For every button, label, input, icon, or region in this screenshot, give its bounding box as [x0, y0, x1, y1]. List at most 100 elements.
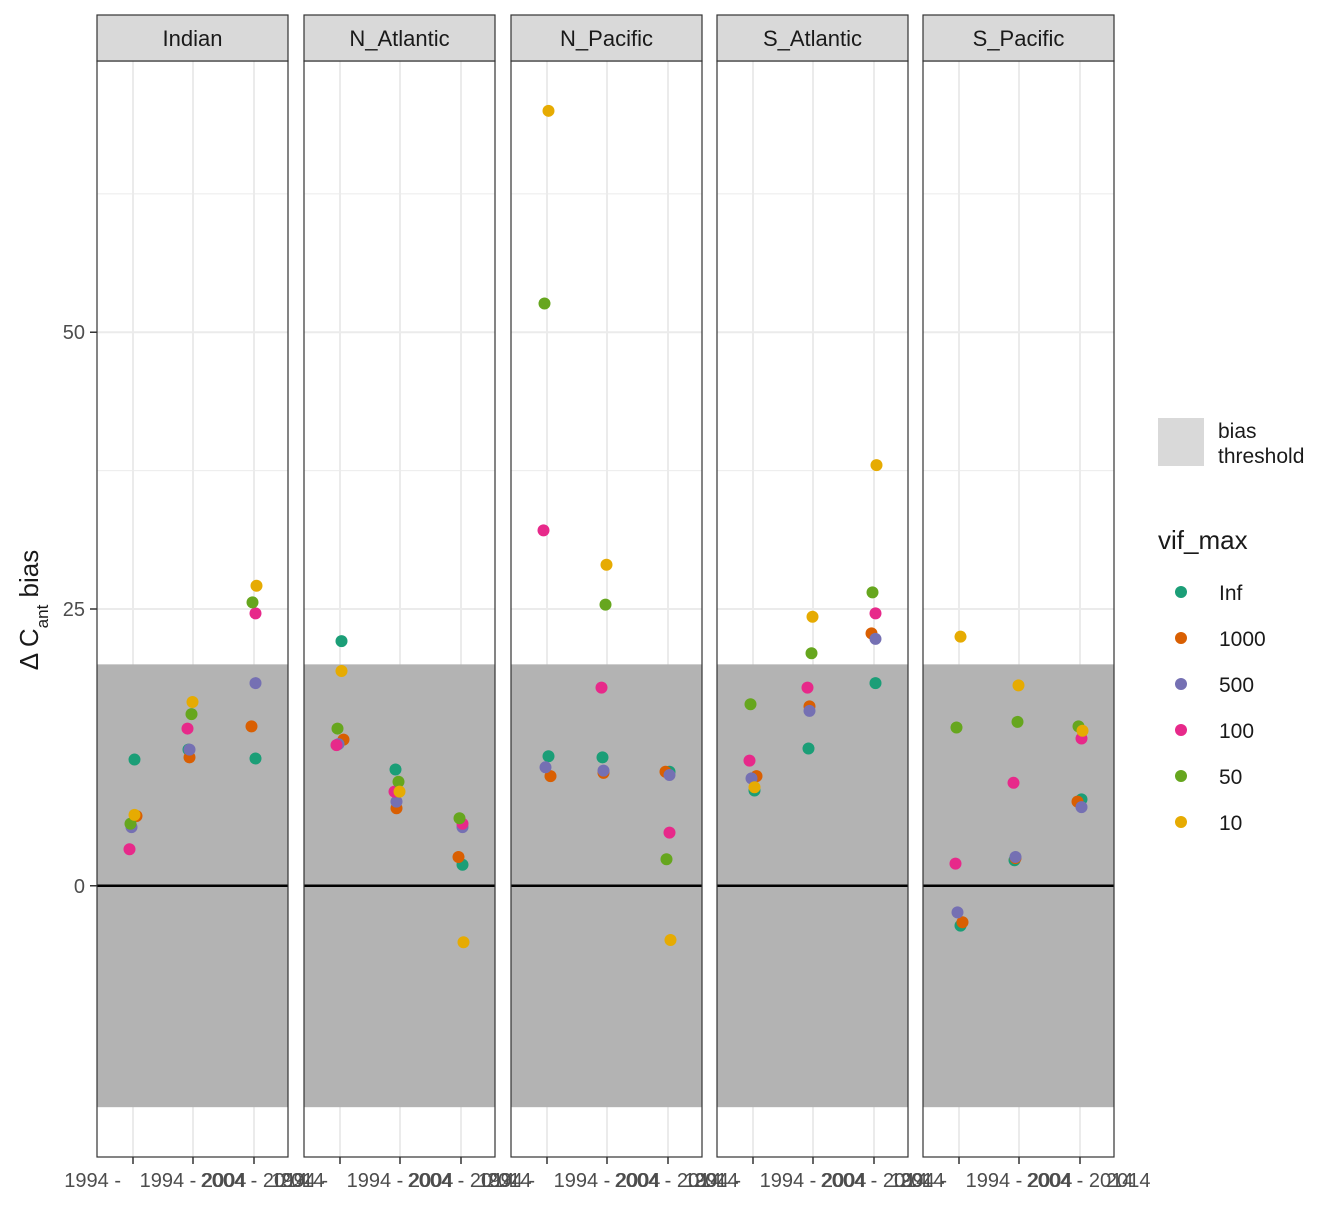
legend-fill-label-line2: threshold	[1218, 445, 1304, 468]
point-N_Pacific-100-2	[663, 826, 676, 839]
point-N_Pacific-1000-0	[544, 770, 557, 783]
legend-key-100	[1175, 724, 1187, 736]
point-N_Atlantic-100-0	[330, 739, 343, 752]
legend-fill-label-line1: bias	[1218, 420, 1257, 443]
x-tick-label: 2014	[1106, 1170, 1151, 1192]
y-axis-title-subscript: ant	[33, 604, 52, 628]
point-Indian-1000-2	[245, 720, 258, 733]
point-N_Pacific-100-0	[537, 524, 550, 537]
x-tick-label: 1994 - 2004	[347, 1170, 454, 1192]
x-tick-label: 2004 - 2014	[821, 1170, 928, 1192]
y-axis-title-main: Δ C	[14, 628, 44, 670]
legend-label-Inf: Inf	[1219, 582, 1243, 605]
point-S_Atlantic-50-1	[805, 647, 818, 660]
point-S_Pacific-10-1	[1012, 679, 1025, 692]
point-S_Atlantic-100-2	[869, 607, 882, 620]
strip-label-N_Pacific: N_Pacific	[560, 26, 653, 51]
x-tick-label: 2004 - 2014	[201, 1170, 308, 1192]
point-N_Pacific-10-0	[542, 104, 555, 117]
legend-key-10	[1175, 816, 1187, 828]
point-Indian-Inf-0	[128, 753, 141, 766]
strip-background	[510, 14, 703, 62]
point-Indian-Inf-2	[249, 752, 262, 765]
x-tick-label: 1994 - 2004	[760, 1170, 867, 1192]
point-N_Atlantic-10-0	[335, 664, 348, 677]
point-S_Pacific-50-1	[1011, 715, 1024, 728]
x-tick-label: 2014	[487, 1170, 532, 1192]
legend-label-50: 50	[1219, 766, 1242, 789]
point-Indian-50-2	[246, 596, 259, 609]
point-S_Pacific-10-0	[954, 630, 967, 643]
legend-fill-key	[1158, 418, 1204, 466]
x-tick-label: 1994 - 2004	[554, 1170, 661, 1192]
legend-title: vif_max	[1158, 525, 1248, 555]
point-N_Atlantic-1000-2	[452, 850, 465, 863]
x-tick-label: 2004 - 2014	[408, 1170, 515, 1192]
point-N_Atlantic-10-1	[393, 785, 406, 798]
strip-label-S_Atlantic: S_Atlantic	[763, 26, 862, 51]
legend-key-1000	[1175, 632, 1187, 644]
point-S_Atlantic-Inf-2	[869, 677, 882, 690]
point-N_Atlantic-Inf-0	[335, 635, 348, 648]
point-N_Pacific-500-1	[597, 764, 610, 777]
x-tick-label: 2014	[694, 1170, 739, 1192]
strip-background	[303, 14, 496, 62]
x-tick-label: 1994 -	[271, 1170, 328, 1192]
point-N_Pacific-10-1	[600, 558, 613, 571]
point-Indian-100-2	[249, 607, 262, 620]
point-S_Pacific-500-0	[951, 906, 964, 919]
x-tick-label: 1994 -	[478, 1170, 535, 1192]
point-S_Pacific-100-1	[1007, 776, 1020, 789]
legend-key-500	[1175, 678, 1187, 690]
point-N_Atlantic-50-2	[453, 812, 466, 825]
point-N_Pacific-Inf-0	[542, 750, 555, 763]
point-N_Atlantic-10-2	[457, 936, 470, 949]
point-N_Pacific-50-0	[538, 297, 551, 310]
point-S_Atlantic-10-0	[748, 781, 761, 794]
x-tick-label: 2004 - 2014	[615, 1170, 722, 1192]
point-N_Pacific-100-1	[595, 681, 608, 694]
y-tick-label: 0	[74, 876, 85, 898]
y-axis: 0 25 50	[63, 322, 97, 898]
x-tick-label: 1994 - 2004	[140, 1170, 247, 1192]
point-Indian-100-1	[181, 722, 194, 735]
point-S_Atlantic-10-2	[870, 459, 883, 472]
point-N_Pacific-50-2	[660, 853, 673, 866]
x-tick-label: 2014	[280, 1170, 325, 1192]
legend-label-100: 100	[1219, 720, 1254, 743]
point-S_Atlantic-10-1	[806, 610, 819, 623]
point-N_Pacific-500-2	[663, 769, 676, 782]
point-Indian-10-2	[250, 579, 263, 592]
point-S_Atlantic-500-1	[803, 704, 816, 717]
point-N_Atlantic-50-0	[331, 722, 344, 735]
point-S_Atlantic-100-0	[743, 754, 756, 767]
point-N_Atlantic-500-1	[390, 795, 403, 808]
strip-background	[716, 14, 909, 62]
point-S_Pacific-50-0	[950, 721, 963, 734]
strip-background	[96, 14, 289, 62]
point-S_Atlantic-500-2	[869, 632, 882, 645]
x-tick-label: 1994 -	[64, 1170, 121, 1192]
x-tick-label: 1994 - 2004	[966, 1170, 1073, 1192]
point-S_Atlantic-50-2	[866, 586, 879, 599]
point-N_Atlantic-Inf-1	[389, 763, 402, 776]
point-S_Pacific-100-0	[949, 857, 962, 870]
point-N_Pacific-50-1	[599, 598, 612, 611]
legend-key-50	[1175, 770, 1187, 782]
y-axis-title: Δ Cant bias	[14, 550, 52, 671]
point-Indian-100-0	[123, 843, 136, 856]
point-S_Atlantic-50-0	[744, 698, 757, 711]
legend: bias threshold vif_max Inf 1000 500 100 50 10	[1158, 418, 1304, 835]
x-tick-label: 2004 - 2014	[1027, 1170, 1134, 1192]
legend-label-500: 500	[1219, 674, 1254, 697]
strip-label-S_Pacific: S_Pacific	[973, 26, 1065, 51]
point-S_Pacific-10-2	[1076, 724, 1089, 737]
point-N_Pacific-500-0	[539, 761, 552, 774]
point-S_Atlantic-100-1	[801, 681, 814, 694]
point-N_Pacific-10-2	[664, 934, 677, 947]
